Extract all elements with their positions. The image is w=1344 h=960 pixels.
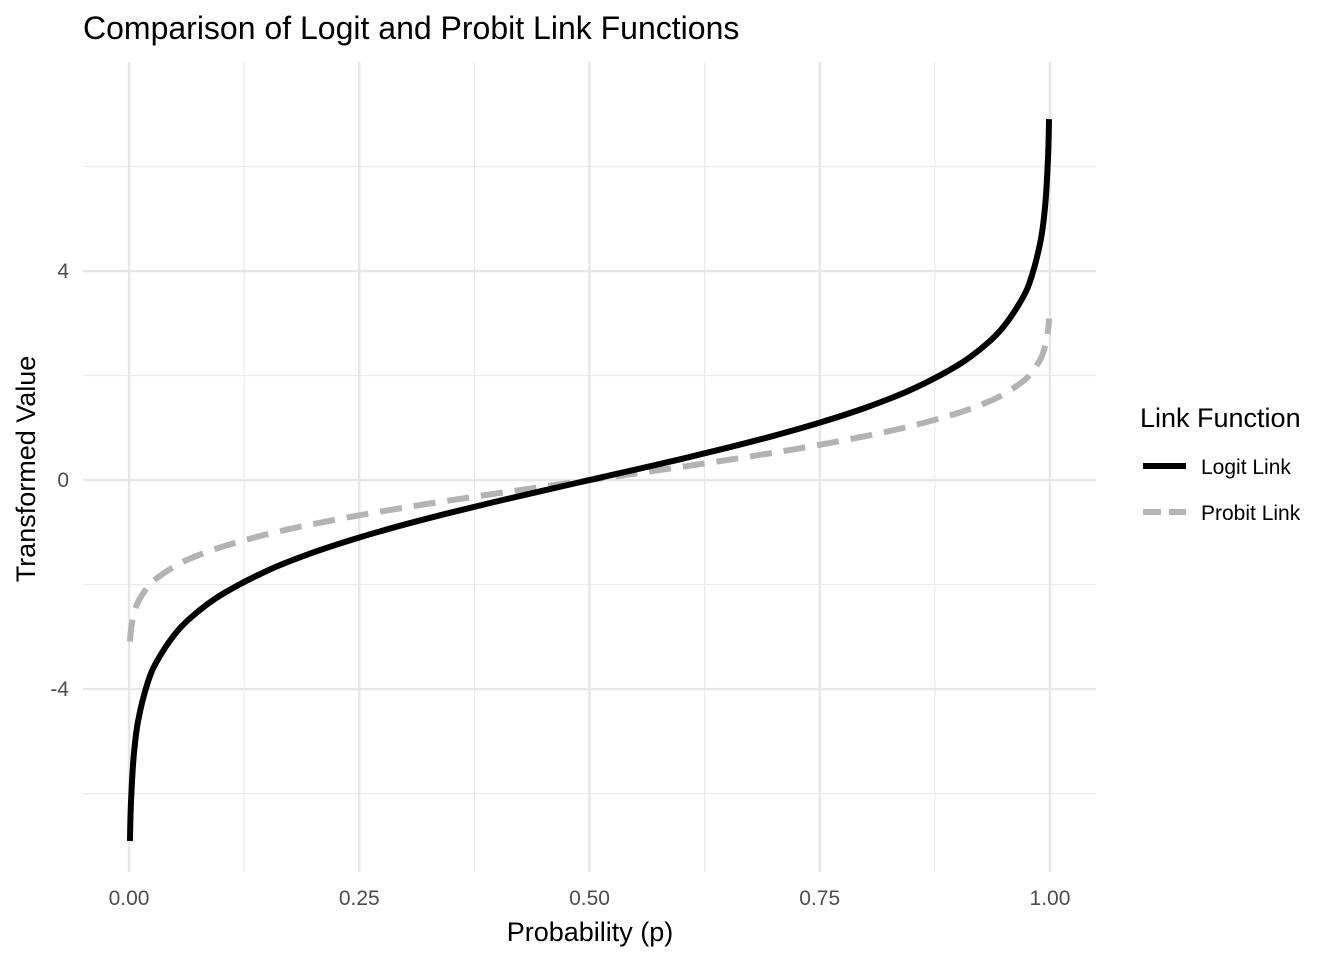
x-tick-label: 0.50 xyxy=(569,887,610,910)
y-axis-ticks: -4 0 4 xyxy=(50,260,69,701)
y-axis-title: Transformed Value xyxy=(11,356,41,583)
x-tick-label: 0.00 xyxy=(109,887,150,910)
x-tick-label: 1.00 xyxy=(1030,887,1071,910)
series-lines xyxy=(126,119,1053,842)
chart-title: Comparison of Logit and Probit Link Func… xyxy=(83,10,739,46)
legend-title: Link Function xyxy=(1140,403,1301,433)
x-tick-label: 0.25 xyxy=(339,887,380,910)
x-tick-label: 0.75 xyxy=(799,887,840,910)
legend: Link Function Logit Link Probit Link xyxy=(1140,403,1301,525)
y-tick-label: -4 xyxy=(50,678,69,701)
grid xyxy=(83,62,1096,872)
legend-label-probit-link: Probit Link xyxy=(1201,502,1301,525)
x-axis-ticks: 0.00 0.25 0.50 0.75 1.00 xyxy=(109,887,1071,910)
legend-items: Logit Link Probit Link xyxy=(1143,456,1301,525)
y-tick-label: 4 xyxy=(57,260,69,283)
x-axis-title: Probability (p) xyxy=(507,917,674,947)
legend-label-logit-link: Logit Link xyxy=(1201,456,1291,479)
series-line-logit-link xyxy=(126,119,1053,842)
y-tick-label: 0 xyxy=(57,469,69,492)
